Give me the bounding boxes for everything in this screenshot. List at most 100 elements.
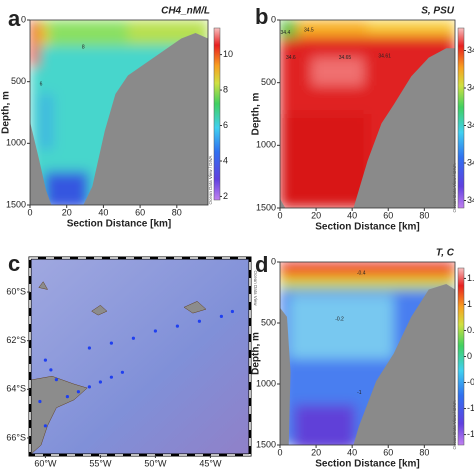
x-tick-label: 40 [347, 210, 357, 220]
panel-label: c [8, 251, 20, 276]
y-tick-label: 66°S [6, 432, 26, 442]
x-tick-label: 20 [62, 207, 72, 217]
x-tick-label: 60 [383, 210, 393, 220]
x-tick-label: 60°W [34, 458, 57, 468]
station [175, 324, 179, 328]
contour-label: 34.61 [378, 54, 391, 60]
watermark: Ocean Data View / DIVA [208, 156, 213, 205]
field [30, 20, 208, 205]
y-tick-label: 0 [21, 14, 26, 24]
plot-frame [279, 19, 456, 209]
field-patch [288, 294, 394, 359]
station [49, 368, 53, 372]
colorbar-tick-label: 10 [223, 49, 233, 59]
colorbar-tick-label: 0 [467, 351, 472, 361]
y-tick-label: 1000 [256, 378, 276, 388]
contour-label: -0.4 [357, 270, 366, 276]
colorbar-tick-label: 0.5 [467, 325, 474, 335]
land [183, 301, 207, 314]
x-tick-label: 40 [98, 207, 108, 217]
panel-label: d [255, 252, 268, 277]
colorbar-tick-label: 1.5 [467, 273, 474, 283]
field-patch [294, 404, 356, 445]
colorbar-tick-label: 34.6 [467, 45, 474, 55]
contour-label: 34.5 [304, 27, 314, 33]
station [120, 370, 124, 374]
field-patch [311, 57, 364, 86]
station [109, 375, 113, 379]
station [131, 336, 135, 340]
x-axis-label: Section Distance [km] [67, 219, 171, 230]
x-tick-label: 45°W [199, 458, 222, 468]
field-patch [280, 272, 455, 283]
x-axis-label: Section Distance [km] [315, 222, 419, 233]
x-tick-label: 80 [419, 210, 429, 220]
station [87, 385, 91, 389]
colorbar-tick-label: 34.2 [467, 195, 474, 205]
x-tick-label: 80 [419, 447, 429, 457]
y-tick-label: 1500 [256, 202, 276, 212]
field-patch [44, 171, 89, 205]
y-tick-label: 1500 [256, 439, 276, 449]
x-tick-label: 60 [383, 447, 393, 457]
colorbar-tick-label: 1 [467, 299, 472, 309]
station [197, 319, 201, 323]
chart-title: T, C [436, 248, 455, 259]
field-patch [280, 114, 368, 208]
station [230, 309, 234, 314]
x-tick-label: 40 [347, 447, 357, 457]
panel-label: a [8, 6, 21, 31]
colorbar-tick-label: -1.5 [467, 429, 474, 439]
y-tick-label: 500 [11, 76, 26, 86]
station [65, 395, 69, 399]
plot-frame [279, 261, 456, 446]
colorbar-tick-label: 6 [223, 120, 228, 130]
colorbar [457, 27, 465, 209]
x-tick-label: 20 [311, 447, 321, 457]
land [38, 281, 49, 290]
contour-label: 34.4 [281, 30, 291, 36]
y-tick-label: 60°S [6, 286, 26, 296]
y-axis-label: Depth, m [1, 91, 12, 134]
field-patch [280, 20, 298, 39]
y-tick-label: 62°S [6, 335, 26, 345]
field-patch [30, 20, 39, 67]
x-tick-label: 50°W [144, 458, 167, 468]
bathymetry [353, 283, 455, 445]
station [87, 346, 91, 350]
station [153, 329, 157, 333]
bathymetry [280, 198, 286, 208]
x-tick-label: 60 [135, 207, 145, 217]
colorbar [457, 267, 465, 446]
station [43, 358, 48, 362]
station [43, 424, 48, 428]
plot-frame [29, 19, 209, 206]
colorbar-tick-label: 34.3 [467, 157, 474, 167]
watermark: Ocean Data View [253, 271, 258, 307]
field-patch [37, 23, 48, 46]
x-tick-label: 0 [27, 207, 32, 217]
y-tick-label: 1500 [6, 199, 26, 209]
y-tick-label: 1000 [6, 138, 26, 148]
land [29, 375, 88, 456]
station [219, 314, 223, 318]
watermark: Ocean Data View / DIVA [452, 164, 457, 213]
sea [30, 258, 250, 455]
colorbar-tick-label: -0.5 [467, 377, 474, 387]
contour-label: 34.6 [286, 55, 296, 61]
watermark: Ocean Data View / DIVA [452, 401, 457, 450]
colorbar [213, 27, 221, 201]
contour-label: 34.65 [339, 55, 352, 61]
y-tick-label: 500 [261, 77, 276, 87]
field [280, 20, 455, 208]
colorbar-tick-label: 4 [223, 155, 228, 165]
y-tick-label: 0 [271, 256, 276, 266]
bathymetry [280, 307, 291, 445]
bathymetry [353, 48, 455, 208]
chart-title: S, PSU [421, 6, 455, 17]
field-patch [38, 94, 54, 150]
bathymetry [30, 121, 52, 205]
field [280, 262, 455, 445]
x-tick-label: 0 [277, 447, 282, 457]
